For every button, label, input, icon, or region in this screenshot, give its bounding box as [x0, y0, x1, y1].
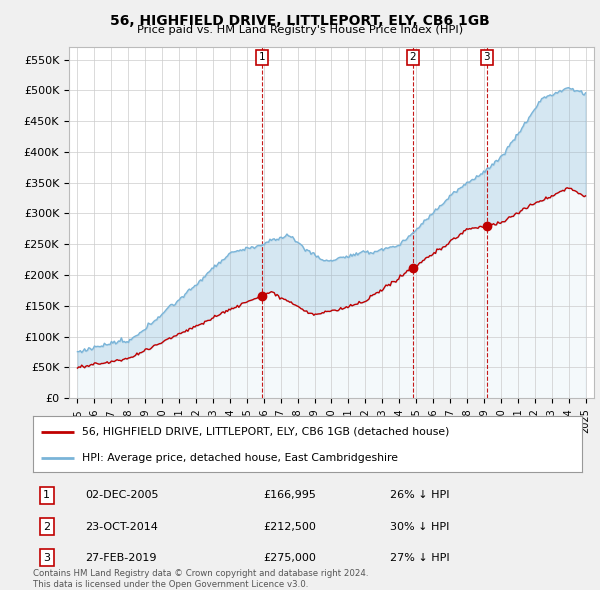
Text: 27-FEB-2019: 27-FEB-2019: [85, 553, 157, 563]
Text: 2: 2: [43, 522, 50, 532]
Text: HPI: Average price, detached house, East Cambridgeshire: HPI: Average price, detached house, East…: [82, 453, 398, 463]
Text: £212,500: £212,500: [263, 522, 316, 532]
Text: 3: 3: [43, 553, 50, 563]
Text: £166,995: £166,995: [263, 490, 316, 500]
Text: 26% ↓ HPI: 26% ↓ HPI: [390, 490, 449, 500]
Text: 23-OCT-2014: 23-OCT-2014: [85, 522, 158, 532]
Text: Contains HM Land Registry data © Crown copyright and database right 2024.
This d: Contains HM Land Registry data © Crown c…: [33, 569, 368, 589]
Text: 2: 2: [410, 53, 416, 63]
Text: 30% ↓ HPI: 30% ↓ HPI: [390, 522, 449, 532]
Text: 3: 3: [484, 53, 490, 63]
Text: 02-DEC-2005: 02-DEC-2005: [85, 490, 158, 500]
Text: 56, HIGHFIELD DRIVE, LITTLEPORT, ELY, CB6 1GB: 56, HIGHFIELD DRIVE, LITTLEPORT, ELY, CB…: [110, 14, 490, 28]
Text: 1: 1: [259, 53, 266, 63]
Text: Price paid vs. HM Land Registry's House Price Index (HPI): Price paid vs. HM Land Registry's House …: [137, 25, 463, 35]
Text: £275,000: £275,000: [263, 553, 316, 563]
Text: 27% ↓ HPI: 27% ↓ HPI: [390, 553, 449, 563]
Text: 56, HIGHFIELD DRIVE, LITTLEPORT, ELY, CB6 1GB (detached house): 56, HIGHFIELD DRIVE, LITTLEPORT, ELY, CB…: [82, 427, 450, 437]
Text: 1: 1: [43, 490, 50, 500]
